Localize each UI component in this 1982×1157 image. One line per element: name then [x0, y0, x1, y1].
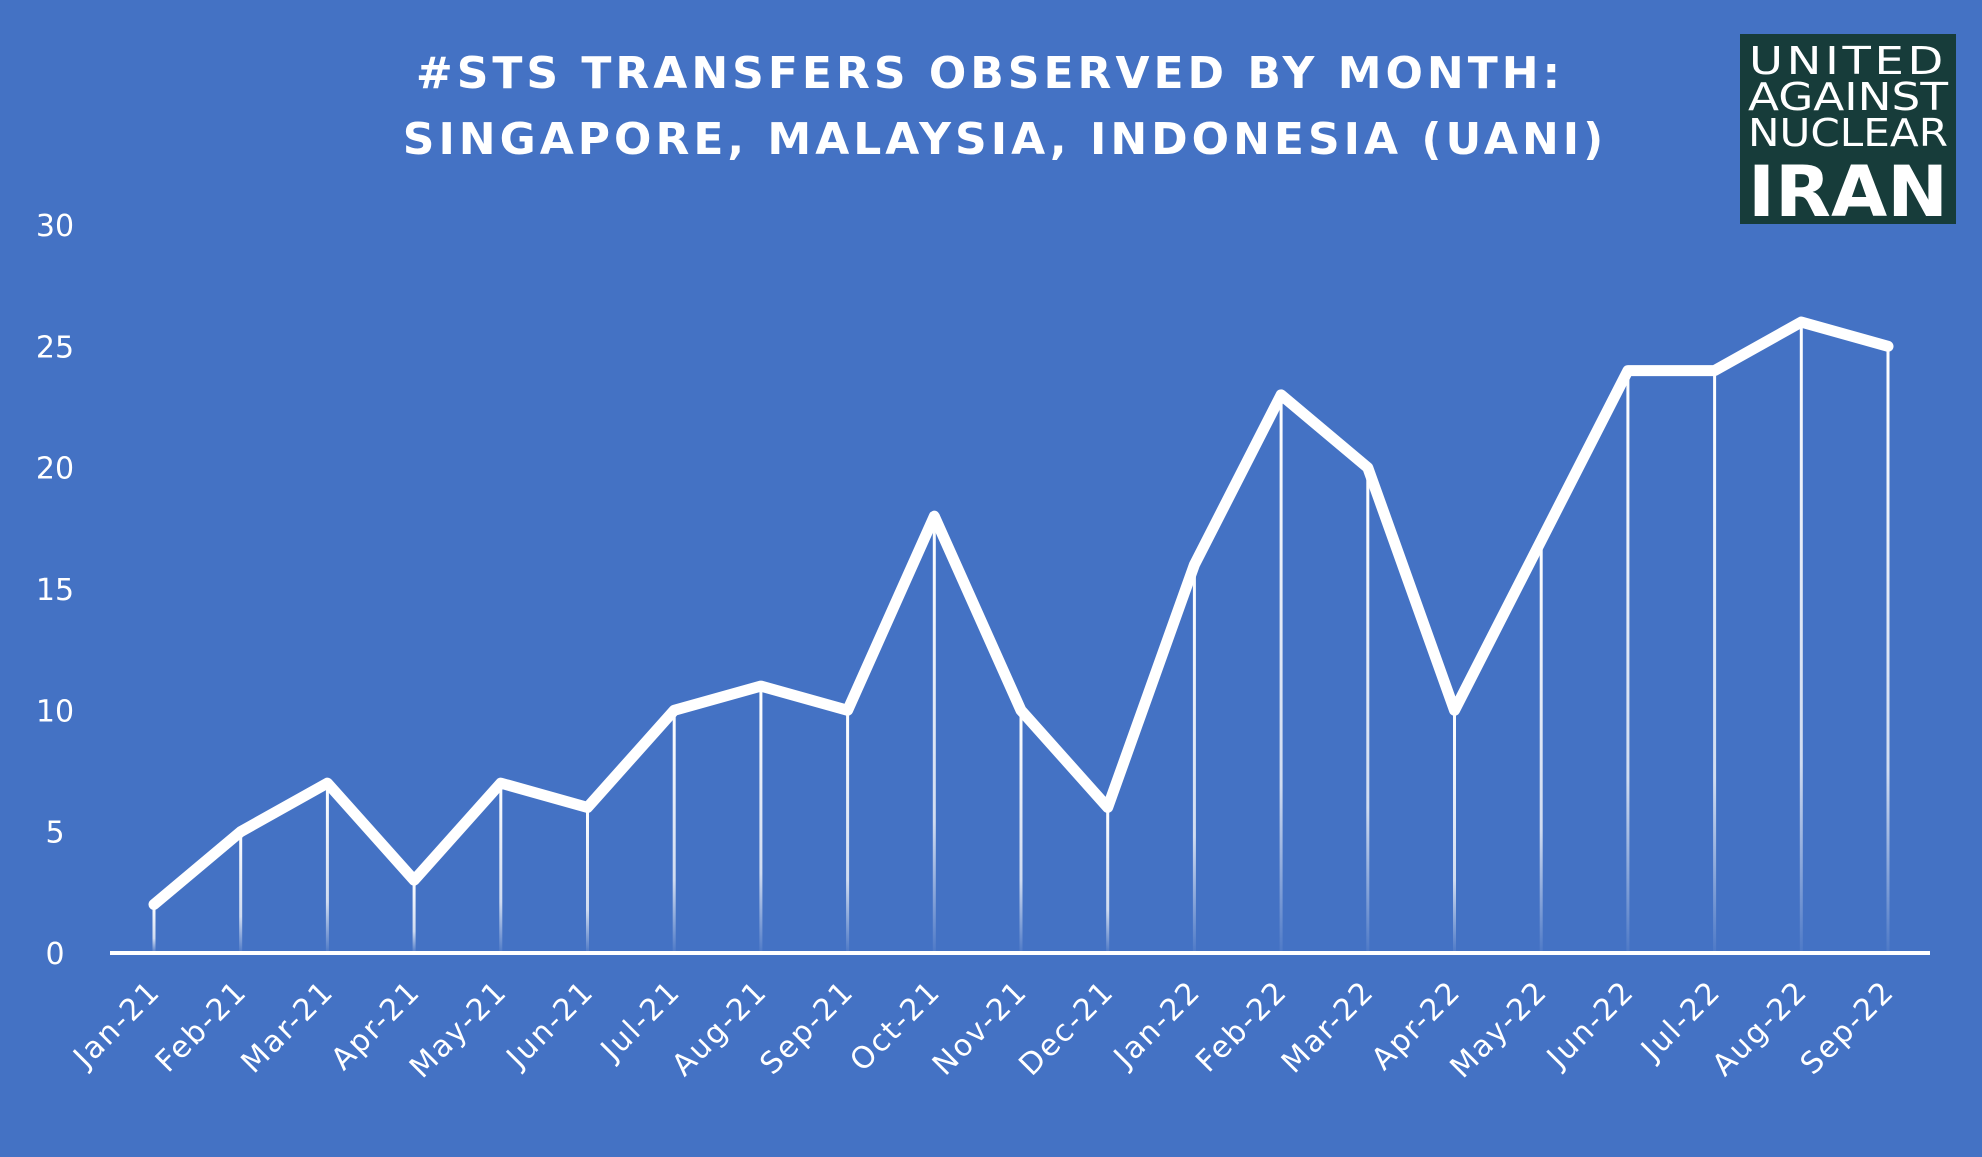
drop-line: [1539, 540, 1543, 953]
logo-line-3: NUCLEAR: [1748, 111, 1948, 155]
y-tick-label: 0: [45, 937, 64, 972]
data-point: [1714, 370, 1716, 372]
drop-line: [499, 783, 503, 953]
drop-line: [672, 710, 676, 953]
drop-line: [1366, 467, 1370, 953]
y-tick-label: 30: [36, 209, 74, 244]
data-point: [1193, 564, 1195, 566]
y-axis-ticks: 0 5 10 15 20 25 30: [36, 209, 74, 972]
data-point: [1107, 806, 1109, 808]
drop-line: [1279, 394, 1283, 953]
x-tick-label: Sep-21: [753, 974, 861, 1082]
x-tick-label: Jun-22: [1539, 974, 1641, 1076]
x-tick-label: Feb-21: [149, 974, 254, 1079]
x-tick-label: Aug-22: [1706, 974, 1815, 1083]
data-point: [500, 782, 502, 784]
x-tick-label: Jan-21: [66, 974, 168, 1076]
x-tick-label: Aug-21: [665, 974, 774, 1083]
drop-line: [239, 831, 243, 953]
logo-background: [1740, 34, 1956, 224]
uani-logo: UNITED AGAINST NUCLEAR IRAN: [1740, 34, 1956, 233]
x-tick-label: Mar-21: [235, 974, 342, 1081]
drop-line: [1626, 370, 1630, 954]
logo-line-2: AGAINST: [1748, 75, 1949, 119]
x-tick-label: Feb-22: [1189, 974, 1294, 1079]
data-point: [1627, 370, 1629, 372]
data-point: [1020, 709, 1022, 711]
data-point: [760, 685, 762, 687]
x-tick-label: Sep-22: [1794, 974, 1902, 1082]
data-point: [153, 903, 155, 905]
data-point: [1367, 467, 1369, 469]
drop-line: [152, 904, 156, 953]
x-tick-label: Jan-22: [1106, 974, 1208, 1076]
chart-title-line1: #STS TRANSFERS OBSERVED BY MONTH:: [416, 48, 1564, 99]
data-point: [1800, 321, 1802, 323]
drop-line: [1106, 807, 1110, 953]
data-point: [413, 879, 415, 881]
chart-title-line2: SINGAPORE, MALAYSIA, INDONESIA (UANI): [403, 114, 1608, 165]
x-tick-label: Jun-21: [499, 974, 601, 1076]
y-tick-label: 10: [36, 694, 74, 729]
data-point: [1454, 709, 1455, 711]
y-tick-label: 15: [36, 573, 74, 608]
data-point: [1280, 394, 1282, 396]
data-point: [673, 709, 675, 711]
drop-line: [846, 710, 850, 953]
logo-line-4: IRAN: [1748, 151, 1948, 233]
drop-line: [759, 686, 763, 953]
data-point: [933, 515, 935, 517]
data-point: [587, 806, 588, 808]
x-tick-label: May-21: [403, 974, 514, 1085]
drop-line: [412, 880, 416, 953]
drop-line: [1799, 322, 1803, 954]
drop-line: [1886, 346, 1890, 953]
drop-lines: [152, 322, 1890, 954]
series-group: [148, 316, 1894, 910]
x-tick-label: Nov-21: [926, 974, 1035, 1083]
y-tick-label: 25: [36, 330, 74, 365]
data-point: [326, 782, 328, 784]
x-axis-ticks: Jan-21Feb-21Mar-21Apr-21May-21Jun-21Jul-…: [66, 974, 1902, 1085]
data-point: [1540, 539, 1542, 541]
drop-line: [586, 807, 589, 953]
x-tick-label: May-22: [1443, 974, 1554, 1085]
y-tick-label: 5: [45, 816, 64, 851]
drop-line: [932, 516, 936, 953]
drop-line: [1713, 370, 1717, 954]
data-point: [847, 709, 849, 711]
y-tick-label: 20: [36, 452, 74, 487]
drop-line: [1019, 710, 1023, 953]
drop-line: [325, 783, 329, 953]
x-tick-label: Mar-22: [1275, 974, 1382, 1081]
data-point: [1887, 345, 1889, 347]
drop-line: [1192, 564, 1196, 953]
data-point: [240, 831, 242, 833]
drop-line: [1453, 710, 1456, 953]
logo-line-1: UNITED: [1749, 39, 1947, 83]
x-tick-label: Dec-21: [1012, 974, 1121, 1083]
